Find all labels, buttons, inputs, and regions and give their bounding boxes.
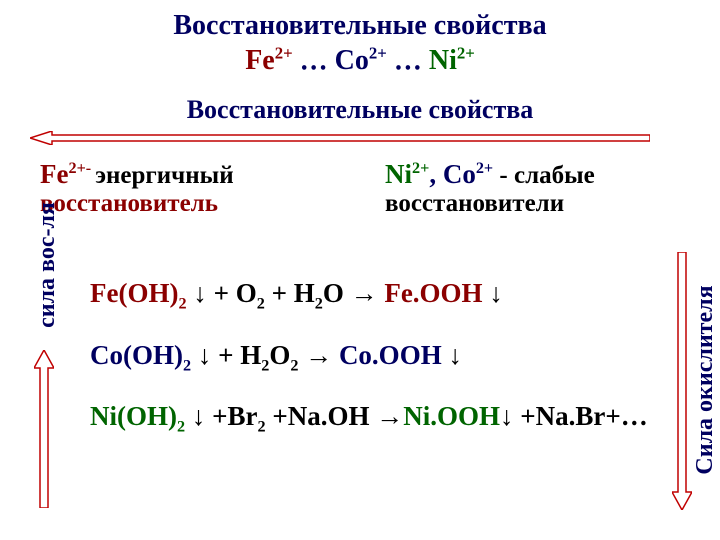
main-title: Восстановительные свойства (0, 10, 720, 42)
ion-fe: Fe2+ (245, 45, 292, 76)
dots-2: … (394, 45, 422, 76)
horizontal-arrow (30, 131, 650, 145)
right-sub: восстановители (385, 190, 690, 218)
arrow-down-icon (672, 252, 692, 510)
ion-ni: Ni2+ (429, 45, 475, 76)
right-annotation: слабые (514, 162, 595, 189)
right-column: Ni2+, Co2+ - слабые восстановители (355, 159, 690, 218)
left-sub: восстановитель (40, 190, 345, 218)
dots-1: … (300, 45, 328, 76)
subtitle: Восстановительные свойства (0, 95, 720, 125)
ni-ion-label: Ni2+ (385, 159, 429, 189)
right-ion-line: Ni2+, Co2+ - слабые (385, 159, 690, 190)
ion-series: Fe2+ … Co2+ … Ni2+ (0, 44, 720, 77)
reducer-columns: Fe2+- энергичный восстановитель Ni2+, Co… (0, 159, 720, 218)
equations-block: Fe(OH)2 ↓ + O2 + H2O → Fe.OOH ↓ Co(OH)2 … (90, 278, 720, 436)
equation-ni: Ni(OH)2 ↓ +Br2 +Na.OH →Ni.OOH↓ +Na.Br+… (90, 401, 720, 436)
left-vertical-label: сила вос-ля (34, 185, 61, 345)
equation-co: Co(OH)2 ↓ + H2O2 → Co.OOH ↓ (90, 340, 720, 375)
left-annotation: энергичный (95, 162, 233, 189)
left-column: Fe2+- энергичный восстановитель (40, 159, 355, 218)
left-ion-line: Fe2+- энергичный (40, 159, 345, 190)
vertical-arrow-right (672, 252, 692, 510)
title-block: Восстановительные свойства Fe2+ … Co2+ …… (0, 0, 720, 77)
vertical-arrow-left (34, 350, 54, 508)
arrow-up-icon (34, 350, 54, 508)
co-ion-label: Co2+ (443, 159, 493, 189)
right-vertical-label: Сила окислителя (692, 250, 719, 510)
equation-fe: Fe(OH)2 ↓ + O2 + H2O → Fe.OOH ↓ (90, 278, 720, 313)
arrow-left-icon (30, 131, 650, 145)
ion-co: Co2+ (335, 45, 387, 76)
